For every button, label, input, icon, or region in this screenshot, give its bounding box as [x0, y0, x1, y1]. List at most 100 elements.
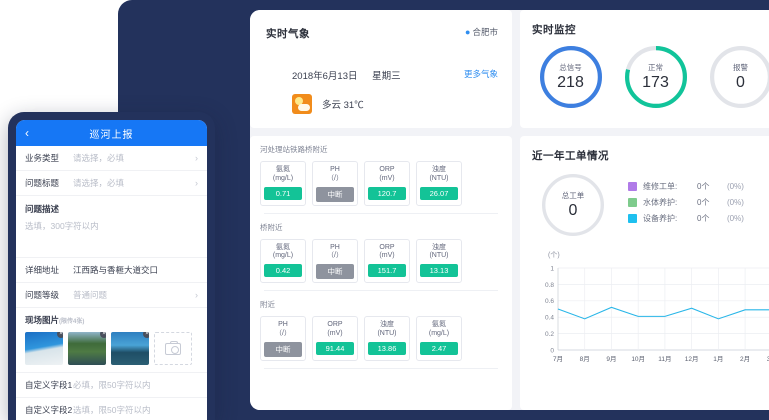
metric-card-3[interactable]: ORP (mV) 151.7: [364, 238, 410, 283]
monitor-gauge-1[interactable]: 总信号 218: [539, 46, 602, 108]
station-name: 桥附近: [260, 222, 283, 232]
metric-card-2[interactable]: PH （/） 中断: [312, 238, 358, 283]
metric-card-1[interactable]: PH （/） 中断: [260, 316, 306, 361]
metric-name: PH: [278, 321, 288, 328]
monitor-gauge-2[interactable]: 正常 173: [624, 46, 687, 108]
field-value[interactable]: 必填，限50字符以内: [73, 380, 151, 390]
metric-card-4[interactable]: 氨氮 (mg/L) 2.47: [416, 316, 462, 361]
metric-card-3[interactable]: 浊度 (NTU) 13.86: [364, 316, 410, 361]
station-divider: [264, 367, 498, 369]
svg-text:0.8: 0.8: [545, 282, 554, 289]
weather-weekday: 星期三: [372, 71, 401, 82]
site-photos-block: 现场图片(限传4张) × × ×: [16, 308, 207, 373]
custom-field-1[interactable]: 自定义字段1 必填，限50字符以内: [16, 373, 207, 398]
close-icon[interactable]: ×: [57, 332, 63, 338]
metric-card-4[interactable]: 浊度 (NTU) 26.07: [416, 161, 462, 206]
svg-text:11月: 11月: [658, 355, 671, 363]
metric-name: PH: [330, 243, 340, 251]
gauge-label: 报警 0: [710, 46, 769, 108]
field-value[interactable]: 请选择，必填: [73, 178, 125, 188]
chart-unit-label: (个): [548, 252, 560, 259]
close-icon[interactable]: ×: [100, 332, 106, 338]
metric-unit: (NTU): [429, 252, 449, 260]
field-label: 问题等级: [25, 290, 60, 300]
metric-value: 2.47: [420, 341, 458, 355]
metric-unit: （/）: [275, 329, 291, 337]
gauge-value: 173: [642, 74, 669, 91]
station-divider: [264, 290, 498, 291]
legend-row-1[interactable]: 维修工单: 0个 (0%): [628, 178, 744, 194]
legend-name: 设备养护:: [643, 213, 678, 223]
svg-text:10月: 10月: [631, 355, 645, 363]
station-block-3[interactable]: 附近 PH （/） 中断 ORP (mV) 91.44 浊度 (NTU) 13.86 氨氮 (mg/L…: [250, 291, 512, 369]
chevron-right-icon: ›: [195, 153, 198, 163]
realtime-monitor-title: 实时监控: [532, 24, 576, 36]
metric-name: 浊度: [380, 321, 394, 328]
legend-swatch: [628, 181, 637, 191]
form-field-1[interactable]: 业务类型 请选择，必填 ›: [16, 146, 207, 171]
photo-thumbnail-3[interactable]: ×: [111, 332, 149, 365]
weather-location[interactable]: ● 合肥市: [465, 26, 498, 38]
station-block-1[interactable]: 河处理站铁路桥附近 氨氮 (mg/L) 0.71 PH （/） 中断 ORP (mV) 120.7…: [250, 136, 512, 214]
mobile-form-body: 业务类型 请选择，必填 › 问题标题 请选择，必填 › 问题描述 选填，300字符以内 详细地址…: [16, 146, 207, 420]
partly-cloudy-icon: [292, 94, 312, 114]
svg-text:2月: 2月: [740, 355, 750, 363]
field-value[interactable]: 江西路与香榧大道交口: [73, 265, 159, 275]
metric-card-2[interactable]: ORP (mV) 91.44: [312, 316, 358, 361]
metric-card-1[interactable]: 氨氮 (mg/L) 0.42: [260, 238, 306, 283]
metric-card-1[interactable]: 氨氮 (mg/L) 0.71: [260, 161, 306, 206]
workorder-card-title: 近一年工单情况: [532, 150, 609, 162]
form-field-2[interactable]: 问题标题 请选择，必填 ›: [16, 171, 207, 196]
legend-percent: (0%): [727, 197, 744, 207]
gauge-value: 218: [557, 74, 584, 91]
custom-field-2[interactable]: 自定义字段2 选填，限50字符以内: [16, 398, 207, 420]
field-label: 自定义字段2: [25, 405, 73, 415]
metric-name: 氨氮: [276, 166, 290, 173]
legend-swatch: [628, 197, 637, 207]
form-field-address[interactable]: 详细地址 江西路与香榧大道交口: [16, 258, 207, 283]
monitor-gauge-row: 总信号218正常173报警0中断45: [528, 46, 769, 108]
more-weather-link[interactable]: 更多气象: [463, 69, 498, 79]
workorder-legend: 维修工单: 0个 (0%) 水体养护: 0个 (0%) 设备养护: 0个 (0%): [628, 178, 744, 226]
metric-name: 氨氮: [276, 243, 290, 251]
metric-card-3[interactable]: ORP (mV) 120.7: [364, 161, 410, 206]
mobile-app-title: 巡河上报: [89, 129, 134, 141]
metric-name: 浊度: [432, 166, 446, 173]
weather-card-title: 实时气象: [266, 28, 310, 40]
weather-datetime: 2018年6月13日 星期三: [292, 68, 401, 82]
gauge-label: 总信号 218: [540, 46, 602, 108]
issue-description-input[interactable]: 选填，300字符以内: [25, 221, 99, 231]
site-photos-row: × × ×: [25, 332, 198, 365]
form-field-level[interactable]: 问题等级 普通问题 ›: [16, 283, 207, 308]
photo-thumbnail-2[interactable]: ×: [68, 332, 106, 365]
metric-value: 中断: [316, 186, 354, 202]
svg-text:1月: 1月: [713, 355, 723, 363]
monitor-gauge-3[interactable]: 报警 0: [709, 46, 769, 108]
metric-value: 0.42: [264, 264, 302, 277]
add-photo-button[interactable]: [154, 332, 192, 365]
close-icon[interactable]: ×: [143, 332, 149, 338]
chevron-left-icon[interactable]: ‹: [25, 126, 29, 140]
legend-row-3[interactable]: 设备养护: 0个 (0%): [628, 210, 744, 226]
legend-swatch: [628, 213, 637, 223]
issue-description-block[interactable]: 问题描述 选填，300字符以内: [16, 196, 207, 258]
legend-row-2[interactable]: 水体养护: 0个 (0%): [628, 194, 744, 210]
weather-date: 2018年6月13日: [292, 71, 358, 82]
field-value[interactable]: 请选择，必填: [73, 153, 125, 163]
site-photos-hint: (限传4张): [59, 319, 85, 325]
photo-thumbnail-1[interactable]: ×: [25, 332, 63, 365]
metric-card-4[interactable]: 浊度 (NTU) 13.13: [416, 238, 462, 283]
metric-card-2[interactable]: PH （/） 中断: [312, 161, 358, 206]
svg-text:3月: 3月: [767, 355, 769, 363]
field-value[interactable]: 选填，限50字符以内: [73, 405, 151, 415]
workorder-total-name: 总工单: [561, 191, 585, 200]
svg-text:12月: 12月: [685, 355, 699, 363]
field-value[interactable]: 普通问题: [73, 290, 108, 300]
metric-value: 91.44: [316, 341, 354, 355]
map-pin-icon: ●: [465, 26, 471, 37]
mobile-phone-overlay: ‹ 巡河上报 业务类型 请选择，必填 › 问题标题 请选择，必填 › 问题描述 选填，300字…: [8, 112, 215, 420]
chevron-right-icon: ›: [195, 290, 198, 300]
svg-text:1: 1: [550, 265, 554, 272]
weather-location-label: 合肥市: [472, 27, 498, 37]
station-block-2[interactable]: 桥附近氨氮 (mg/L) 0.42 PH （/） 中断 ORP (mV) 151.7 浊度 (NTU…: [250, 214, 512, 291]
